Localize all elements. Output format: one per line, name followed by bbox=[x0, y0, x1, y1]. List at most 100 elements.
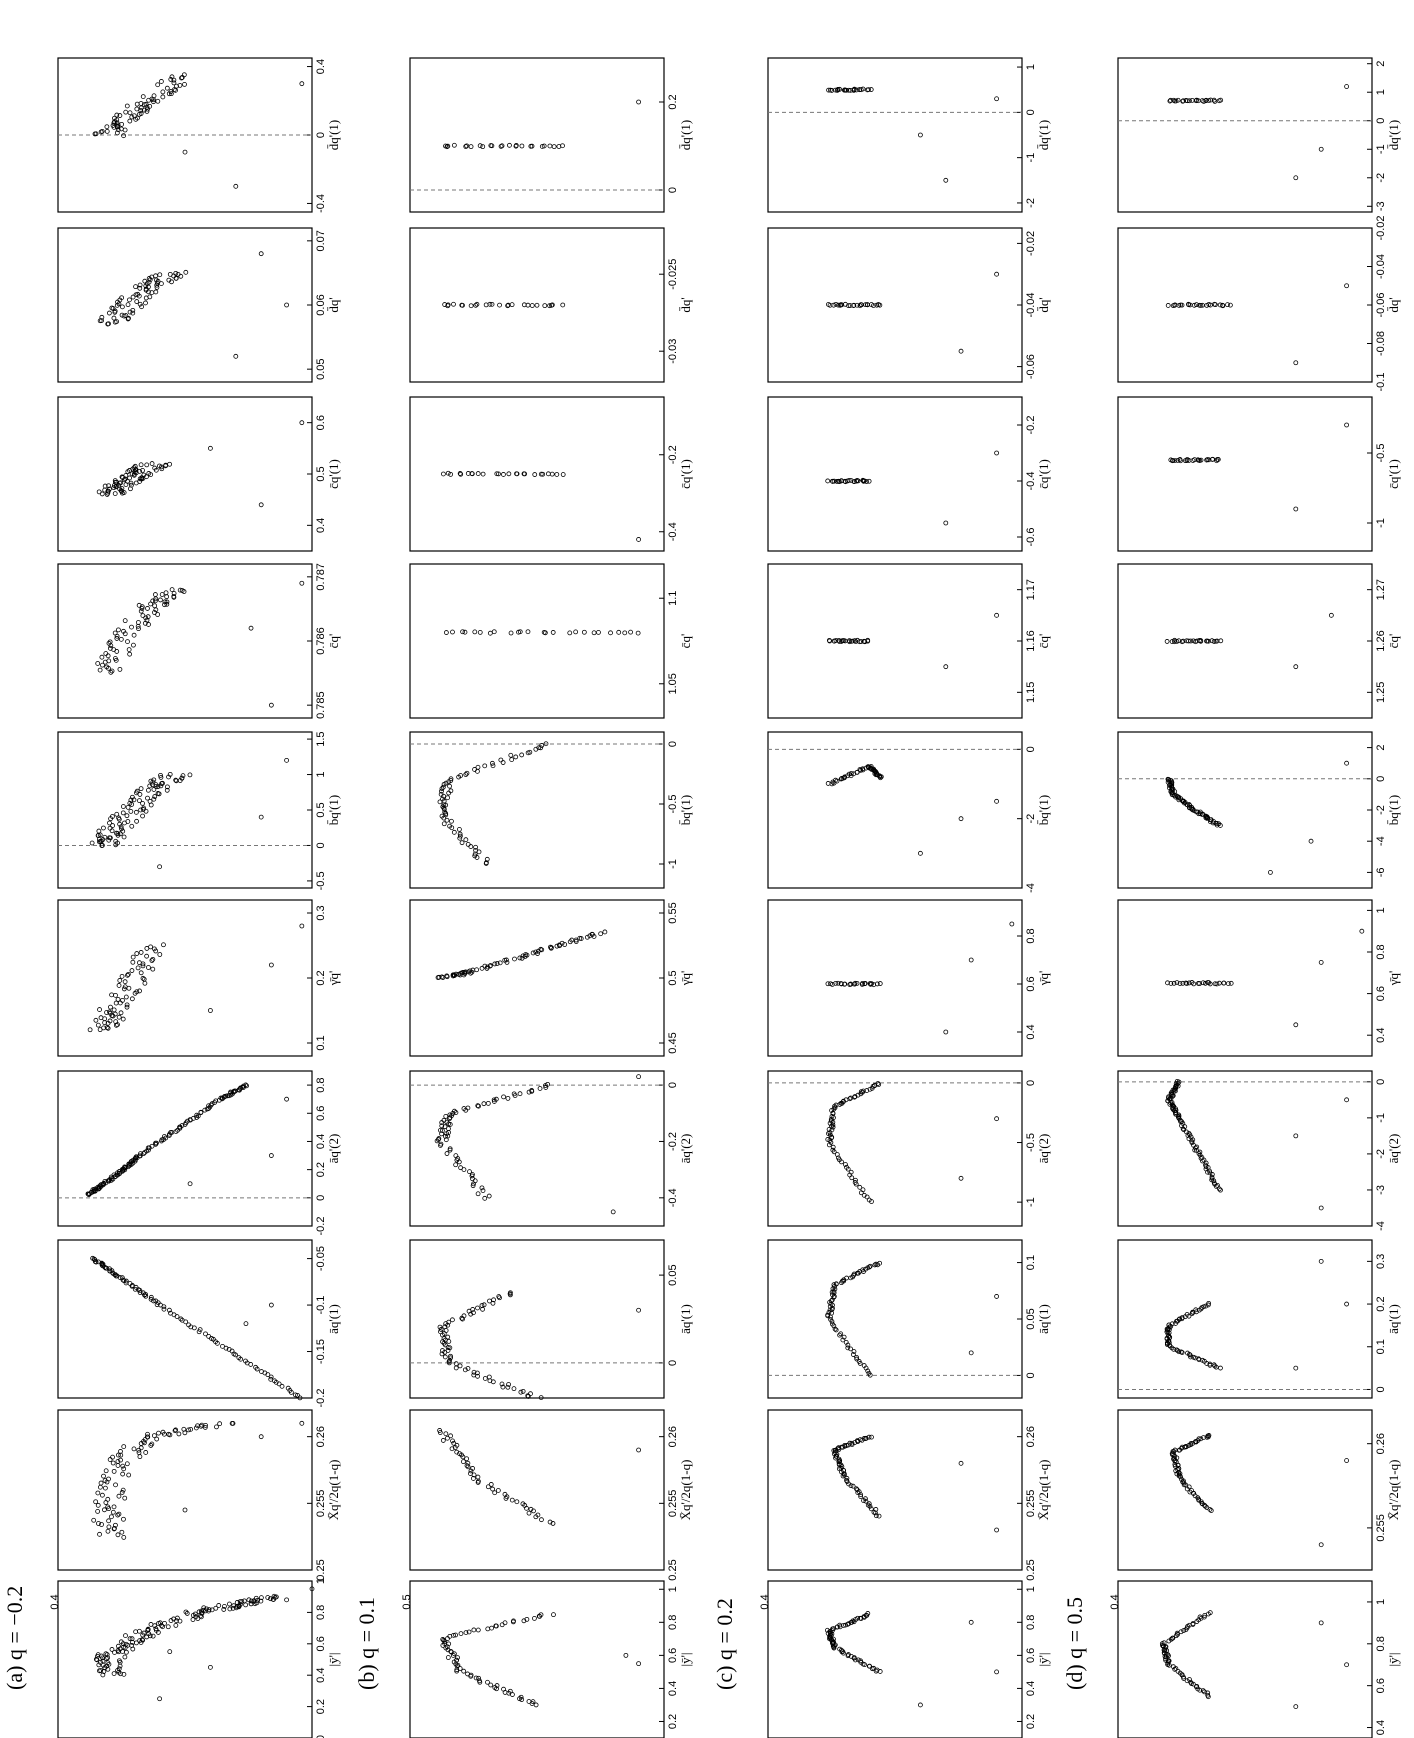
data-point bbox=[828, 1298, 834, 1304]
x-tick-label: 1 bbox=[1375, 907, 1387, 913]
x-tick-label: 0.05 bbox=[315, 358, 327, 379]
data-point bbox=[127, 475, 133, 481]
data-point bbox=[861, 1363, 867, 1368]
data-point bbox=[841, 1623, 846, 1628]
data-point bbox=[110, 814, 115, 819]
data-point bbox=[173, 1427, 179, 1433]
data-point bbox=[848, 1169, 854, 1175]
x-tick-label: -6 bbox=[1375, 868, 1387, 878]
data-point bbox=[110, 123, 116, 128]
data-point bbox=[161, 942, 166, 948]
data-point bbox=[560, 302, 566, 308]
data-point bbox=[159, 592, 165, 597]
data-point bbox=[155, 98, 161, 104]
data-point bbox=[858, 1494, 864, 1499]
data-point bbox=[164, 85, 170, 91]
panel-frame bbox=[1117, 227, 1373, 383]
data-point bbox=[106, 321, 111, 327]
data-point bbox=[830, 1626, 835, 1632]
data-point bbox=[243, 1358, 248, 1364]
x-tick-label: 0.25 bbox=[315, 1559, 327, 1580]
data-point bbox=[470, 1183, 476, 1189]
x-tick-label: -0.1 bbox=[1375, 373, 1387, 392]
data-point bbox=[481, 1101, 487, 1107]
data-point bbox=[529, 303, 535, 308]
data-point bbox=[1215, 457, 1221, 462]
data-point bbox=[120, 997, 125, 1003]
data-point bbox=[442, 809, 448, 815]
data-point bbox=[540, 471, 546, 477]
data-point bbox=[446, 1319, 452, 1325]
data-point bbox=[103, 1651, 109, 1657]
x-tick-label: 1 bbox=[1375, 1599, 1387, 1605]
data-point bbox=[451, 829, 457, 835]
data-point bbox=[1207, 1170, 1213, 1176]
data-point bbox=[1194, 302, 1199, 308]
data-point bbox=[453, 971, 459, 977]
x-tick-label: 0.6 bbox=[1375, 1678, 1387, 1693]
panel-frame bbox=[1117, 1409, 1373, 1571]
data-point bbox=[451, 1440, 457, 1446]
data-point bbox=[442, 1641, 448, 1646]
data-point bbox=[491, 1297, 496, 1303]
outlier-point bbox=[299, 923, 305, 929]
data-point bbox=[222, 1093, 227, 1099]
data-point bbox=[559, 940, 565, 946]
x-axis-label: c̄q'(1) bbox=[1386, 459, 1401, 489]
data-point bbox=[116, 1493, 122, 1499]
data-point bbox=[573, 937, 579, 943]
x-tick-label: 1.05 bbox=[667, 673, 679, 694]
panel-frame bbox=[57, 731, 313, 889]
x-axis-label: |ȳ'| bbox=[678, 1652, 693, 1666]
data-point bbox=[136, 626, 141, 632]
data-point bbox=[463, 837, 469, 843]
data-point bbox=[123, 473, 129, 478]
data-point bbox=[138, 786, 144, 792]
data-point bbox=[444, 973, 450, 979]
x-tick-label: -0.04 bbox=[1025, 292, 1037, 317]
x-axis-label: āq'(2) bbox=[1386, 1134, 1401, 1164]
data-point bbox=[464, 1463, 470, 1469]
data-point bbox=[115, 1532, 121, 1538]
data-point bbox=[518, 1389, 524, 1395]
data-point bbox=[181, 1426, 187, 1432]
data-point bbox=[1187, 98, 1192, 104]
data-point bbox=[1171, 1664, 1176, 1670]
data-point bbox=[831, 302, 837, 308]
x-tick-label: -0.4 bbox=[667, 1188, 679, 1207]
data-point bbox=[501, 1686, 506, 1692]
data-point bbox=[177, 587, 183, 593]
x-axis-label: āq'(1) bbox=[1036, 1304, 1051, 1334]
data-point bbox=[140, 613, 146, 618]
panel-3-1: 0.255 0.26 X̄q'/2q(1-q) bbox=[1117, 1409, 1401, 1571]
x-tick-label: 0 bbox=[315, 1195, 327, 1201]
x-axis-label: d̄q'(1) bbox=[326, 120, 341, 151]
data-point bbox=[493, 1623, 499, 1629]
data-point bbox=[151, 796, 157, 802]
data-point bbox=[448, 778, 454, 783]
outlier-point bbox=[1318, 146, 1324, 152]
data-point bbox=[837, 86, 843, 92]
outlier-point bbox=[968, 1350, 974, 1356]
data-point bbox=[474, 301, 480, 307]
data-point bbox=[119, 304, 125, 310]
data-point bbox=[1200, 980, 1206, 986]
data-point bbox=[1218, 1187, 1223, 1193]
x-tick-label: -2 bbox=[1025, 814, 1037, 824]
data-point bbox=[1176, 1112, 1182, 1118]
data-point bbox=[104, 1010, 109, 1015]
data-point bbox=[136, 1450, 142, 1456]
outlier-point bbox=[268, 702, 274, 708]
data-point bbox=[526, 1510, 532, 1516]
outlier-point bbox=[167, 1649, 173, 1655]
data-point bbox=[492, 1490, 498, 1496]
data-point bbox=[145, 1626, 151, 1632]
data-point bbox=[461, 1459, 466, 1465]
data-point bbox=[472, 767, 477, 772]
data-point bbox=[468, 303, 474, 309]
data-point bbox=[514, 1499, 520, 1505]
data-point bbox=[877, 775, 883, 781]
data-point bbox=[1208, 819, 1213, 825]
data-point bbox=[168, 91, 174, 97]
data-point bbox=[232, 1088, 237, 1094]
